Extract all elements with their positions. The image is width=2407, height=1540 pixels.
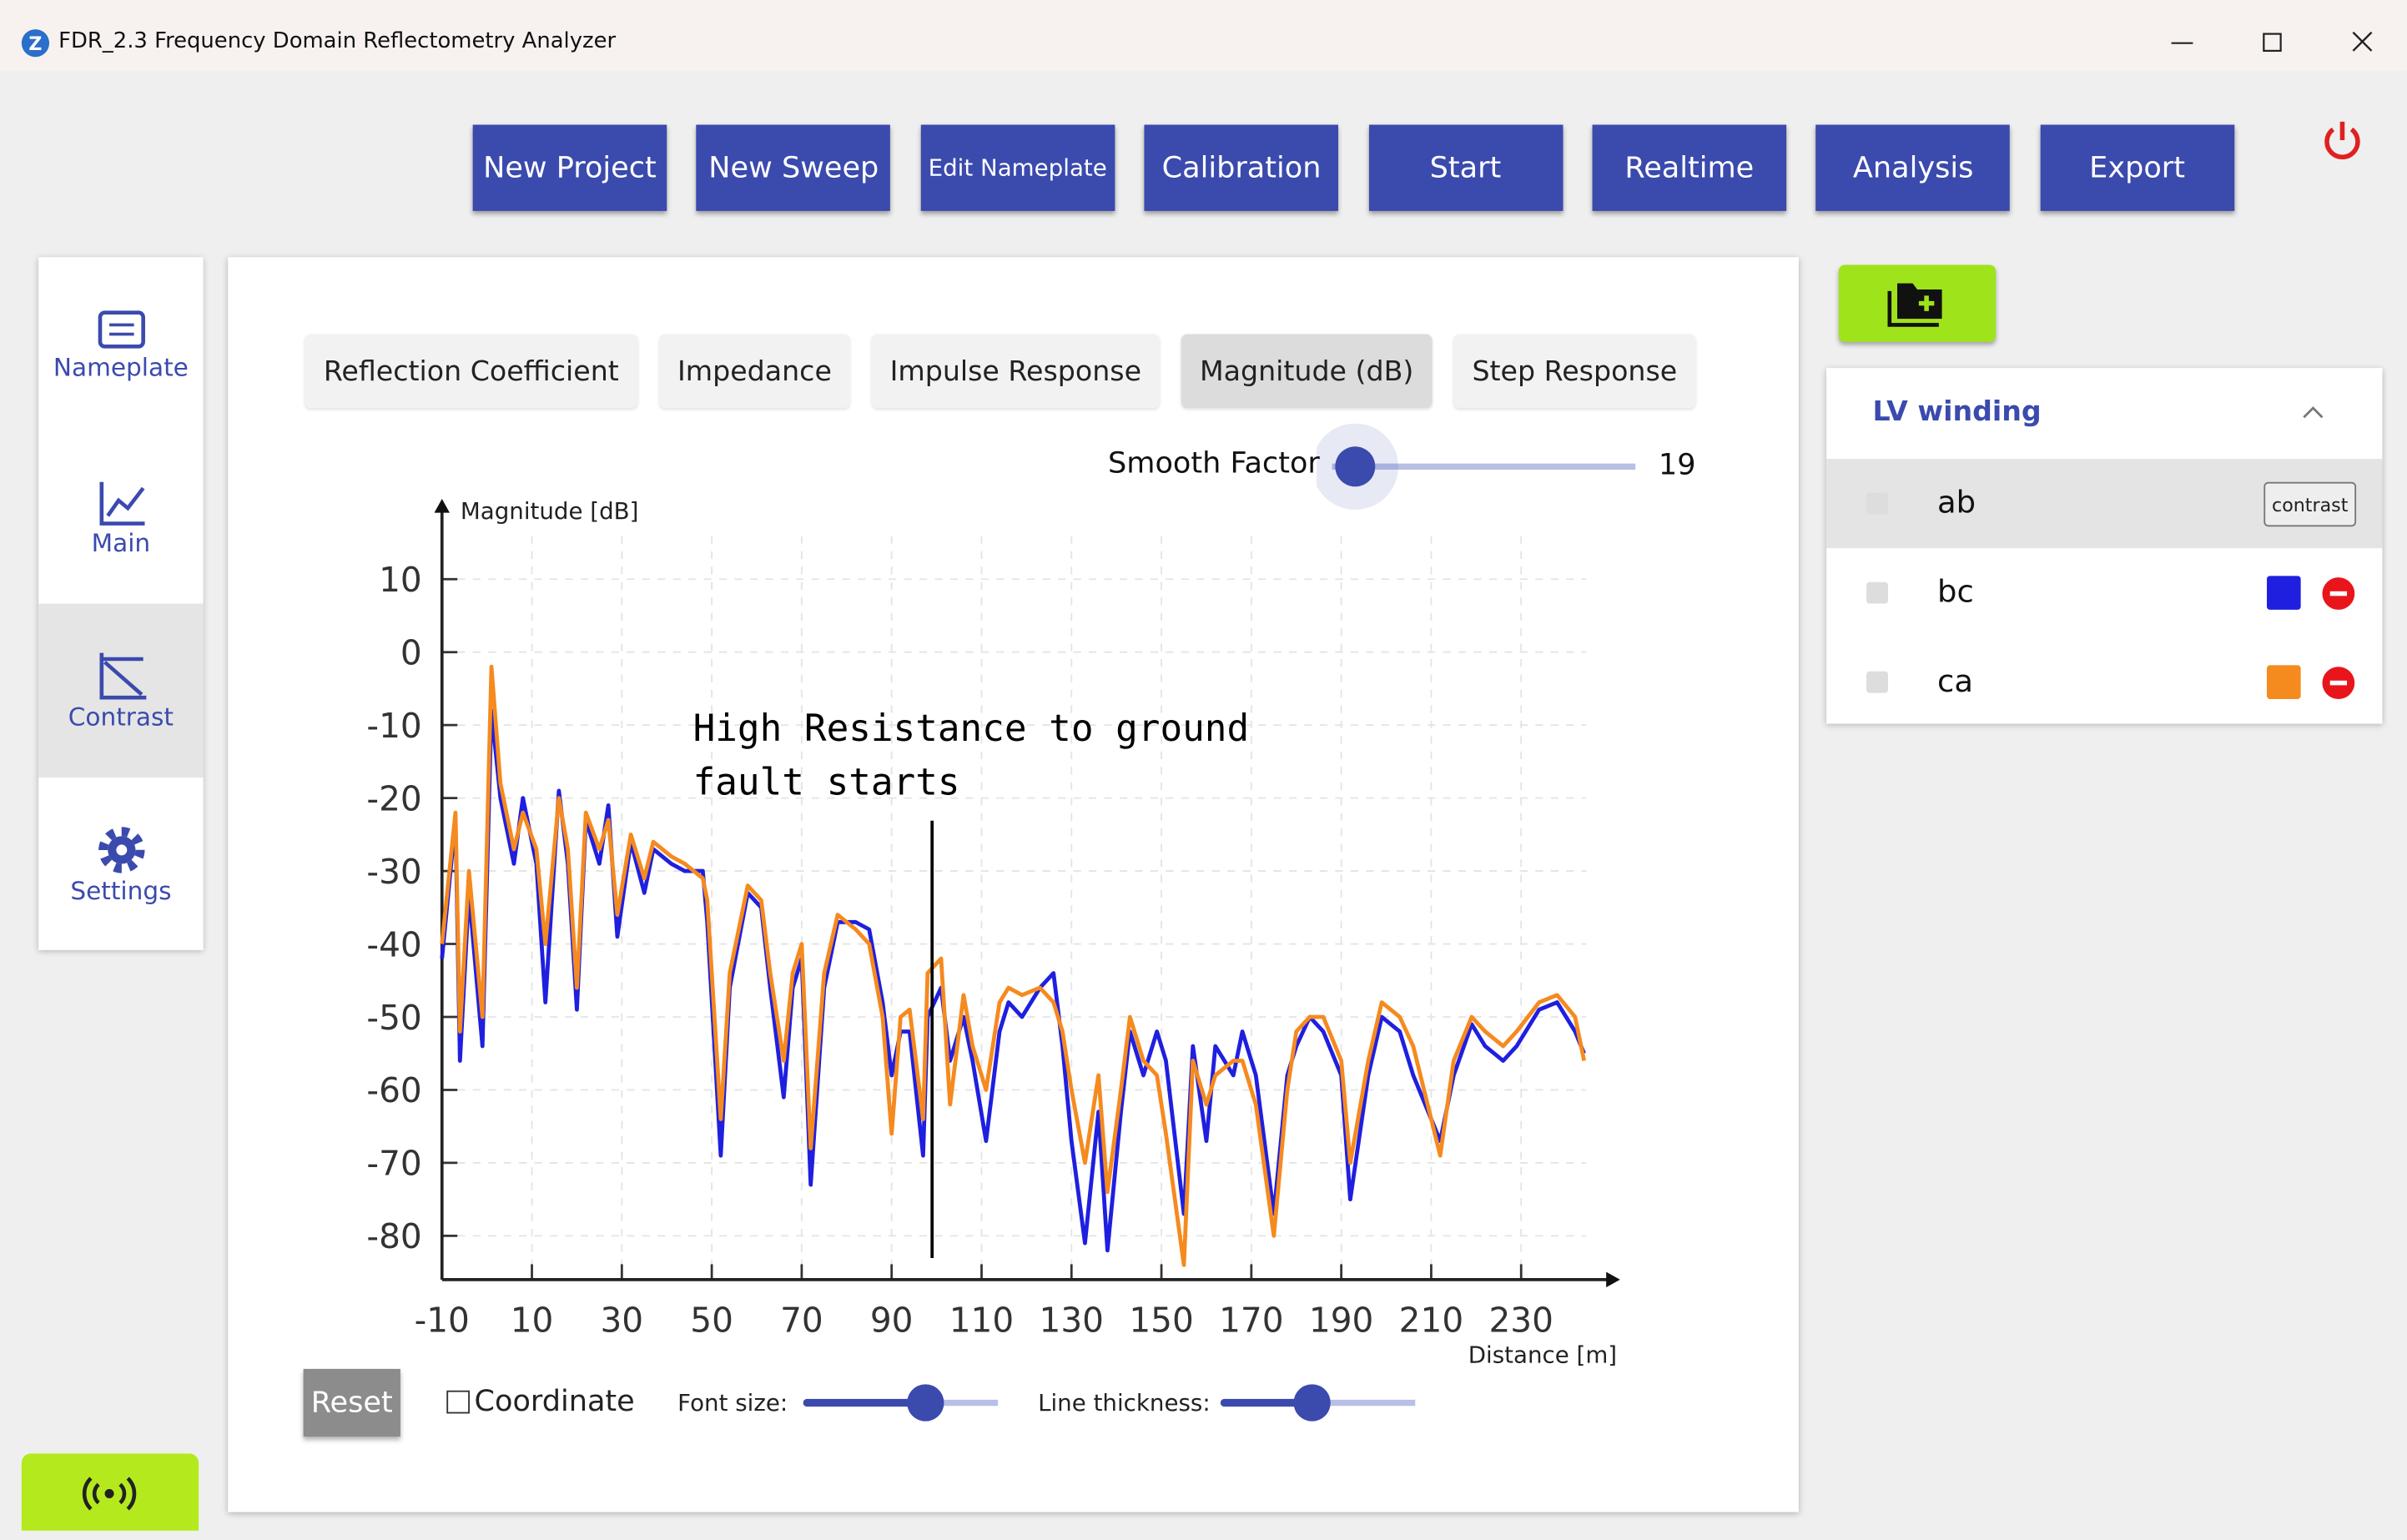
y-tick-label: -60 — [366, 1070, 421, 1110]
y-tick-label: -80 — [366, 1216, 421, 1256]
sidebar-label: Settings — [70, 875, 172, 905]
title-bar: Z FDR_2.3 Frequency Domain Reflectometry… — [0, 0, 2407, 71]
x-tick-label: 230 — [1488, 1301, 1553, 1341]
sidebar-label: Contrast — [68, 701, 174, 731]
y-tick-label: 0 — [400, 632, 422, 672]
app-icon: Z — [21, 29, 50, 58]
connection-button[interactable] — [21, 1453, 199, 1531]
toolbar-button[interactable]: Realtime — [1592, 124, 1787, 211]
series-color-swatch[interactable] — [2267, 665, 2301, 699]
tab[interactable]: Impedance — [659, 334, 850, 409]
add-folder-button[interactable] — [1838, 264, 1997, 342]
row-label: ca — [1937, 662, 1973, 699]
sidebar-label: Nameplate — [53, 351, 189, 381]
x-tick-label: 90 — [870, 1301, 914, 1341]
series-line — [440, 664, 1587, 1267]
sidebar-item[interactable]: Contrast — [38, 604, 204, 777]
tab[interactable]: Magnitude (dB) — [1181, 334, 1433, 409]
y-tick-label: 10 — [379, 560, 422, 600]
x-tick-label: 50 — [690, 1301, 733, 1341]
reset-button[interactable]: Reset — [303, 1368, 400, 1437]
smooth-factor-slider[interactable] — [1317, 423, 1648, 516]
winding-title: LV winding — [1872, 395, 2042, 429]
main-icon — [98, 481, 144, 525]
y-tick-label: -50 — [366, 998, 421, 1038]
y-axis-title: Magnitude [dB] — [461, 497, 639, 525]
x-tick-label: 190 — [1309, 1301, 1373, 1341]
contrast-button[interactable]: contrast — [2263, 481, 2357, 527]
series-line — [440, 708, 1586, 1253]
y-tick-label: -10 — [366, 706, 421, 746]
x-tick-label: 150 — [1129, 1301, 1193, 1341]
toolbar-button[interactable]: Analysis — [1815, 124, 2011, 211]
y-tick-label: -20 — [366, 778, 421, 818]
row-label: ab — [1937, 483, 1976, 521]
sidebar-item[interactable]: Main — [38, 431, 204, 604]
minus-glyph — [2329, 591, 2347, 596]
folder-icon — [1887, 283, 1942, 327]
annotation-text: fault starts — [693, 761, 960, 803]
x-tick-label: 130 — [1040, 1301, 1104, 1341]
font-size-label: Font size: — [677, 1388, 788, 1417]
x-axis-arrow — [1606, 1271, 1620, 1288]
x-tick-label: 210 — [1399, 1301, 1463, 1341]
toolbar-button[interactable]: New Project — [472, 124, 667, 211]
window-controls[interactable] — [2163, 25, 2387, 62]
annotation-text: High Resistance to ground — [693, 707, 1250, 750]
toolbar-button[interactable]: Edit Nameplate — [920, 124, 1115, 211]
tab[interactable]: Impulse Response — [871, 334, 1160, 409]
contrast-icon — [98, 652, 146, 699]
toolbar-button[interactable]: Calibration — [1144, 124, 1339, 211]
row-checkbox[interactable] — [1866, 581, 1888, 604]
sidebar-item[interactable]: Nameplate — [38, 257, 204, 430]
row-label: bc — [1937, 572, 1974, 610]
x-tick-label: 70 — [780, 1301, 823, 1341]
x-tick-label: -10 — [415, 1301, 470, 1341]
line-thickness-slider[interactable] — [1218, 1380, 1426, 1426]
collapse-icon[interactable] — [2301, 404, 2326, 422]
sidebar-active-bg — [38, 603, 204, 778]
toolbar-button[interactable]: Start — [1368, 124, 1563, 211]
smooth-factor-label: Smooth Factor — [1108, 446, 1320, 481]
y-tick-label: -30 — [366, 852, 421, 892]
minus-glyph — [2329, 680, 2347, 686]
x-axis-title: Distance [m] — [1468, 1341, 1617, 1369]
winding-row[interactable]: ab contrast — [1826, 459, 2383, 549]
svg-text:Z: Z — [28, 33, 42, 55]
toolbar-button[interactable]: New Sweep — [697, 124, 891, 211]
x-tick-label: 10 — [511, 1301, 554, 1341]
coordinate-checkbox[interactable] — [446, 1390, 470, 1414]
smooth-factor-value: 19 — [1658, 448, 1696, 482]
tab[interactable]: Reflection Coefficient — [305, 334, 638, 409]
toolbar-button[interactable]: Export — [2040, 124, 2234, 211]
y-tick-label: -70 — [366, 1144, 421, 1184]
sidebar-label: Main — [91, 527, 151, 557]
tab[interactable]: Step Response — [1453, 334, 1696, 409]
row-checkbox[interactable] — [1866, 492, 1888, 515]
sidebar-item[interactable]: Settings — [38, 778, 204, 950]
x-tick-label: 170 — [1219, 1301, 1283, 1341]
window-title: FDR_2.3 Frequency Domain Reflectometry A… — [58, 29, 617, 54]
remove-series-button[interactable] — [2322, 667, 2355, 699]
y-axis-arrow — [434, 499, 450, 513]
font-size-slider[interactable] — [801, 1380, 1009, 1426]
line-thickness-label: Line thickness: — [1038, 1388, 1211, 1417]
row-checkbox[interactable] — [1866, 671, 1888, 693]
y-tick-label: -40 — [366, 924, 421, 964]
power-button[interactable] — [2318, 115, 2367, 164]
wifi-icon — [82, 1477, 137, 1511]
nameplate-icon — [97, 310, 145, 348]
remove-series-button[interactable] — [2322, 577, 2355, 610]
x-tick-label: 110 — [949, 1301, 1014, 1341]
x-tick-label: 30 — [600, 1301, 643, 1341]
coordinate-label: Coordinate — [474, 1384, 635, 1418]
settings-icon — [98, 826, 144, 873]
series-color-swatch[interactable] — [2267, 576, 2301, 610]
